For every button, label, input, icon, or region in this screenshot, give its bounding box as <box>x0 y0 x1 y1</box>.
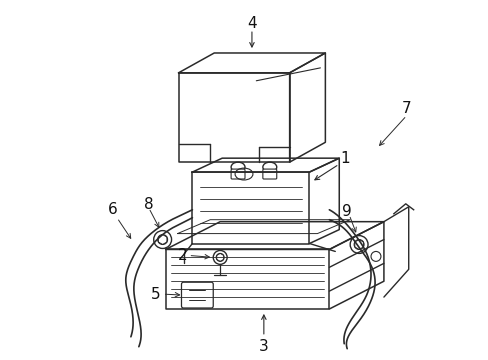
Text: 2: 2 <box>177 248 187 263</box>
Circle shape <box>349 235 367 253</box>
FancyBboxPatch shape <box>181 282 213 308</box>
Text: 8: 8 <box>143 197 153 212</box>
FancyBboxPatch shape <box>263 169 276 179</box>
Text: 7: 7 <box>401 101 411 116</box>
Text: 1: 1 <box>340 151 349 166</box>
Circle shape <box>153 231 171 248</box>
FancyBboxPatch shape <box>231 169 244 179</box>
Circle shape <box>213 251 226 264</box>
Text: 9: 9 <box>342 204 351 219</box>
Text: 5: 5 <box>151 287 160 302</box>
Text: 4: 4 <box>246 16 256 31</box>
Text: 6: 6 <box>108 202 118 217</box>
Text: 3: 3 <box>259 339 268 354</box>
